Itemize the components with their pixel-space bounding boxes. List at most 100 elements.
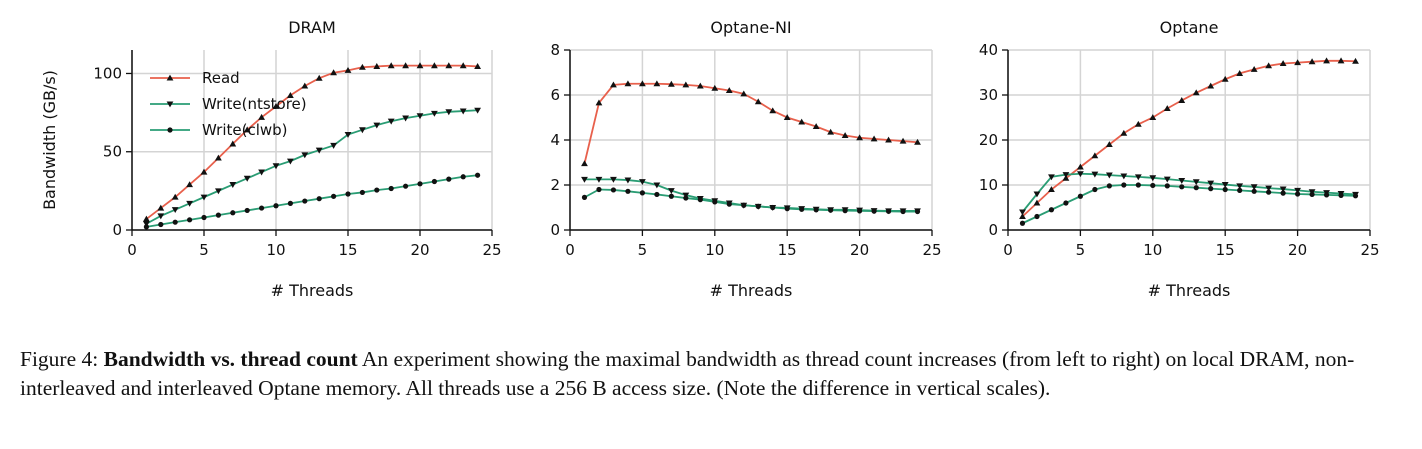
x-tick-label: 0 bbox=[565, 241, 575, 259]
data-point bbox=[1208, 186, 1214, 192]
x-tick-label: 10 bbox=[705, 241, 724, 259]
x-axis-label: # Threads bbox=[1148, 281, 1231, 300]
data-point bbox=[258, 113, 265, 120]
data-point bbox=[287, 158, 294, 165]
data-point bbox=[1178, 177, 1186, 184]
data-point bbox=[667, 188, 675, 195]
data-point bbox=[1221, 75, 1229, 82]
data-point bbox=[287, 200, 293, 206]
data-point bbox=[1294, 187, 1301, 194]
data-point bbox=[301, 82, 309, 89]
data-point bbox=[1134, 120, 1142, 127]
data-point bbox=[287, 91, 294, 98]
data-point bbox=[1280, 190, 1286, 196]
data-point bbox=[769, 107, 777, 114]
data-point bbox=[1091, 171, 1099, 178]
data-point bbox=[416, 62, 424, 69]
data-point bbox=[581, 176, 588, 183]
data-point bbox=[373, 122, 381, 129]
data-point bbox=[770, 204, 776, 211]
data-point bbox=[841, 132, 849, 139]
legend-label: Write(clwb) bbox=[202, 121, 288, 139]
data-point bbox=[900, 208, 906, 215]
data-point bbox=[610, 176, 617, 183]
data-point bbox=[754, 98, 762, 105]
data-point bbox=[1266, 189, 1272, 195]
legend-label: Read bbox=[202, 69, 240, 87]
data-point bbox=[1236, 70, 1244, 76]
data-point bbox=[431, 62, 438, 69]
data-point bbox=[200, 194, 208, 201]
y-tick-label: 0 bbox=[112, 221, 122, 239]
data-point bbox=[1323, 57, 1330, 64]
data-point bbox=[784, 206, 790, 212]
series-line-read bbox=[145, 64, 478, 220]
data-point bbox=[827, 128, 835, 135]
data-point bbox=[653, 80, 661, 87]
data-point bbox=[201, 214, 207, 221]
data-point bbox=[445, 62, 453, 69]
data-point bbox=[475, 172, 481, 178]
data-point bbox=[885, 208, 892, 214]
data-point bbox=[914, 138, 921, 145]
caption-bold-title: Bandwidth vs. thread count bbox=[103, 347, 358, 371]
data-point bbox=[172, 219, 178, 225]
data-point bbox=[445, 109, 453, 116]
data-point bbox=[741, 202, 747, 208]
x-tick-label: 0 bbox=[1003, 241, 1013, 259]
data-point bbox=[711, 84, 719, 91]
data-point bbox=[653, 182, 661, 189]
data-point bbox=[143, 215, 150, 222]
data-point bbox=[330, 142, 337, 149]
y-axis-label: Bandwidth (GB/s) bbox=[40, 70, 59, 210]
data-point bbox=[828, 207, 834, 213]
data-point bbox=[402, 62, 409, 69]
data-point bbox=[1048, 207, 1055, 213]
data-point bbox=[416, 113, 424, 120]
data-point bbox=[1077, 171, 1084, 178]
data-point bbox=[1149, 175, 1157, 182]
data-point bbox=[1221, 182, 1229, 188]
data-point bbox=[668, 193, 674, 199]
data-point bbox=[1134, 174, 1142, 181]
data-point bbox=[1033, 191, 1041, 198]
x-tick-label: 20 bbox=[1288, 241, 1307, 259]
data-point bbox=[1120, 129, 1128, 136]
data-point bbox=[1106, 183, 1112, 189]
data-point bbox=[1323, 192, 1330, 198]
data-point bbox=[186, 181, 193, 188]
data-point bbox=[1309, 191, 1315, 198]
data-point bbox=[431, 178, 437, 185]
data-point bbox=[712, 199, 718, 205]
legend-marker bbox=[167, 127, 173, 133]
data-point bbox=[143, 224, 149, 230]
data-point bbox=[725, 87, 733, 94]
chart-title: DRAM bbox=[288, 18, 336, 37]
data-point bbox=[330, 69, 337, 76]
data-point bbox=[157, 204, 165, 211]
chart-panel-optane-ni: 0 5 10 15 20 25 0 2 4 6 8 Optane-NI # Threads bbox=[550, 18, 941, 300]
data-point bbox=[1019, 209, 1026, 216]
data-point bbox=[871, 208, 877, 214]
data-point bbox=[1121, 182, 1127, 188]
data-point bbox=[696, 82, 704, 89]
data-point bbox=[870, 135, 878, 142]
data-point bbox=[1019, 220, 1026, 226]
data-point bbox=[1077, 163, 1084, 170]
chart-title: Optane bbox=[1160, 18, 1219, 37]
x-tick-label: 10 bbox=[1143, 241, 1162, 259]
data-point bbox=[171, 193, 179, 200]
data-point bbox=[474, 63, 481, 69]
chart-panel-optane: 0 5 10 15 20 25 0 10 20 30 40 Optane # Threads bbox=[979, 18, 1380, 300]
x-tick-label: 25 bbox=[922, 241, 941, 259]
y-tick-label: 6 bbox=[550, 86, 560, 104]
data-point bbox=[1149, 114, 1157, 121]
legend-marker bbox=[166, 101, 174, 108]
data-point bbox=[1236, 183, 1244, 190]
y-tick-label: 4 bbox=[550, 131, 560, 149]
data-point bbox=[624, 177, 632, 184]
data-point bbox=[1150, 182, 1156, 189]
data-point bbox=[755, 203, 761, 209]
data-point bbox=[229, 140, 237, 147]
data-point bbox=[1279, 60, 1287, 67]
